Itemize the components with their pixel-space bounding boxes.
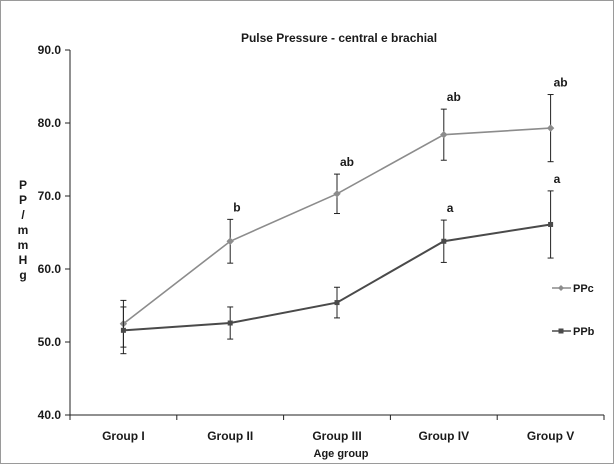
x-tick-label: Group II (207, 429, 253, 443)
y-axis-label-char: m (18, 223, 29, 237)
y-axis-label-char: g (19, 268, 26, 282)
y-axis-label-char: / (21, 208, 25, 222)
x-axis-label: Age group (314, 448, 369, 460)
legend-label: PPc (573, 283, 594, 295)
legend: PPc PPb (552, 283, 595, 338)
series-ppb (120, 191, 553, 354)
significance-label: a (447, 201, 454, 215)
y-axis-label: P P / m m H g (18, 178, 29, 282)
data-point (228, 321, 233, 326)
legend-marker (559, 329, 564, 334)
y-axis-label-char: P (19, 178, 27, 192)
y-axis-ticks: 40.0 50.0 60.0 70.0 80.0 90.0 (38, 43, 70, 422)
series-layer (120, 95, 553, 354)
x-tick-label: Group V (527, 429, 574, 443)
significance-label: ab (554, 76, 568, 90)
y-tick-label: 60.0 (38, 262, 62, 276)
x-tick-label: Group I (102, 429, 145, 443)
significance-label: ab (447, 90, 461, 104)
data-point (548, 222, 553, 227)
annotation-layer: b ab ab ab a a (233, 76, 567, 216)
data-point (441, 239, 446, 244)
y-tick-label: 80.0 (38, 116, 62, 130)
legend-label: PPb (573, 326, 595, 338)
y-tick-label: 90.0 (38, 43, 62, 57)
significance-label: ab (340, 155, 354, 169)
x-tick-label: Group IV (418, 429, 469, 443)
legend-item-ppb: PPb (552, 326, 595, 338)
chart-title: Pulse Pressure - central e brachial (241, 31, 437, 45)
legend-marker (558, 285, 564, 291)
y-axis-label-char: P (19, 193, 27, 207)
y-tick-label: 70.0 (38, 189, 62, 203)
significance-label: b (233, 200, 240, 214)
y-axis-label-char: m (18, 238, 29, 252)
data-point (441, 132, 447, 138)
axes (70, 50, 604, 415)
data-point (334, 191, 340, 197)
data-point (548, 125, 554, 131)
y-axis-label-char: H (19, 253, 28, 267)
x-axis-ticks: Group I Group II Group III Group IV Group V (70, 415, 604, 443)
x-tick-label: Group III (312, 429, 361, 443)
legend-item-ppc: PPc (552, 283, 594, 295)
significance-label: a (554, 172, 561, 186)
data-point (121, 328, 126, 333)
data-point (335, 300, 340, 305)
y-tick-label: 50.0 (38, 335, 62, 349)
y-tick-label: 40.0 (38, 408, 62, 422)
